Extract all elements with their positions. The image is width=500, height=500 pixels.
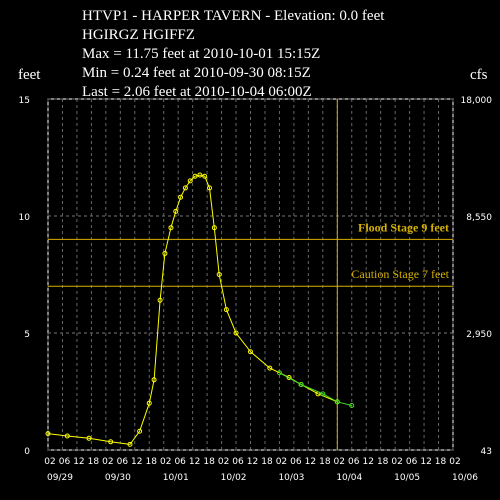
x-tick-label: 06 — [174, 457, 186, 467]
x-tick-label: 12 — [73, 457, 84, 467]
x-tick-label: 18 — [146, 457, 158, 467]
x-tick-label: 02 — [276, 457, 287, 467]
x-tick-label: 02 — [334, 457, 345, 467]
stage-label: Flood Stage 9 feet — [358, 220, 449, 234]
x-tick-label: 12 — [305, 457, 316, 467]
data-point — [157, 297, 163, 303]
data-point — [197, 172, 203, 178]
series-line — [279, 372, 352, 406]
data-point — [182, 185, 188, 191]
x-tick-label: 02 — [102, 457, 113, 467]
date-label: 09/29 — [47, 473, 73, 483]
x-tick-label: 06 — [232, 457, 244, 467]
data-point — [64, 433, 70, 439]
date-label: 10/06 — [452, 473, 478, 483]
x-tick-label: 18 — [203, 457, 215, 467]
title-line: HTVP1 - HARPER TAVERN - Elevation: 0.0 f… — [82, 8, 385, 24]
data-point — [108, 439, 114, 445]
x-tick-label: 18 — [377, 457, 389, 467]
data-point — [267, 365, 273, 371]
x-tick-label: 12 — [189, 457, 200, 467]
data-point — [207, 185, 213, 191]
y2-tick-label: 8,550 — [466, 213, 492, 223]
x-tick-label: 18 — [88, 457, 100, 467]
x-tick-label: 06 — [406, 457, 418, 467]
x-tick-label: 02 — [391, 457, 402, 467]
date-label: 10/05 — [394, 473, 420, 483]
date-label: 10/01 — [163, 473, 189, 483]
data-point — [137, 428, 143, 434]
y-tick-label: 0 — [24, 447, 30, 457]
data-point — [211, 225, 217, 231]
x-tick-label: 12 — [131, 457, 142, 467]
data-point — [216, 272, 222, 277]
date-label: 09/30 — [105, 473, 131, 483]
series-line — [47, 174, 338, 445]
x-tick-label: 06 — [59, 457, 71, 467]
title-line: Last = 2.06 feet at 2010-10-04 06:00Z — [82, 84, 312, 100]
data-point — [168, 225, 174, 231]
data-point — [86, 435, 92, 441]
x-tick-label: 02 — [44, 457, 55, 467]
y2-tick-label: 2,950 — [466, 330, 492, 340]
data-point — [248, 349, 253, 355]
x-tick-label: 12 — [247, 457, 258, 467]
date-label: 10/04 — [336, 473, 362, 483]
x-tick-label: 06 — [348, 457, 360, 467]
x-tick-label: 02 — [218, 457, 229, 467]
data-point — [320, 391, 326, 397]
data-point — [192, 173, 198, 179]
data-point — [146, 400, 152, 406]
y-tick-label: 5 — [24, 330, 30, 340]
x-tick-label: 18 — [435, 457, 447, 467]
y-tick-label: 15 — [19, 96, 30, 106]
data-point — [233, 330, 239, 336]
data-point — [276, 370, 282, 376]
x-tick-label: 06 — [117, 457, 129, 467]
data-point — [127, 441, 133, 447]
x-tick-label: 06 — [290, 457, 302, 467]
data-point — [45, 431, 51, 437]
stage-label: Caution Stage 7 feet — [351, 267, 449, 281]
x-tick-label: 18 — [261, 457, 273, 467]
title-line: Max = 11.75 feet at 2010-10-01 15:15Z — [82, 46, 320, 62]
y2-tick-label: 43 — [481, 447, 492, 457]
data-point — [173, 208, 179, 214]
x-tick-label: 02 — [160, 457, 171, 467]
data-point — [334, 399, 340, 405]
x-tick-label: 18 — [319, 457, 331, 467]
data-point — [178, 194, 184, 200]
data-point — [349, 403, 355, 409]
data-point — [298, 381, 304, 387]
y2-tick-label: 18,000 — [461, 96, 493, 106]
x-tick-label: 12 — [362, 457, 373, 467]
x-tick-label: 12 — [420, 457, 431, 467]
data-point — [202, 173, 208, 179]
data-point — [187, 178, 193, 184]
data-point — [151, 377, 157, 383]
x-tick-label: 02 — [449, 457, 460, 467]
title-line: Min = 0.24 feet at 2010-09-30 08:15Z — [82, 65, 311, 81]
data-point — [162, 250, 168, 256]
date-label: 10/03 — [278, 473, 304, 483]
y-tick-label: 10 — [19, 213, 31, 223]
title-line: HGIRGZ HGIFFZ — [82, 27, 195, 43]
y2-axis-label: cfs — [470, 67, 488, 83]
data-point — [223, 307, 229, 313]
y-axis-label: feet — [18, 67, 41, 83]
date-label: 10/02 — [221, 473, 247, 483]
